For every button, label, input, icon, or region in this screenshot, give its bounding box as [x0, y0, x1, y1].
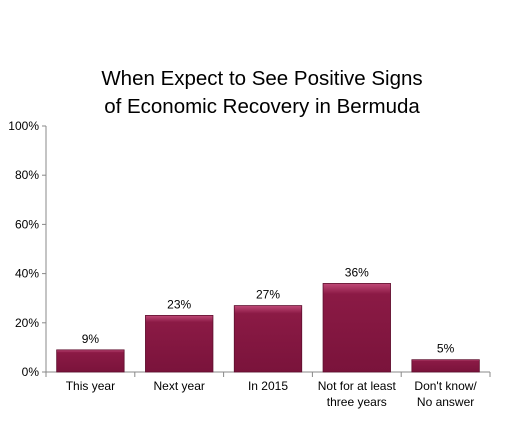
- bar: [233, 305, 303, 373]
- bar: [322, 283, 391, 373]
- data-label: 36%: [345, 265, 369, 279]
- y-axis-ticks: 0% 20% 40% 60% 80% 100%: [8, 119, 46, 379]
- x-category-label: Not for at least: [318, 379, 397, 393]
- y-tick-label: 100%: [8, 119, 39, 133]
- chart-title-line-2: of Economic Recovery in Bermuda: [104, 95, 420, 118]
- data-label: 23%: [167, 297, 191, 311]
- x-category-label: In 2015: [248, 379, 288, 393]
- x-category-label: This year: [66, 379, 115, 393]
- data-label: 27%: [256, 288, 280, 302]
- y-tick-label: 60%: [15, 217, 39, 231]
- y-tick-label: 0%: [22, 365, 40, 379]
- data-label: 5%: [437, 342, 455, 356]
- x-category-label: No answer: [417, 395, 474, 409]
- x-axis-category-labels: This year Next year In 2015 Not for at leas…: [66, 379, 478, 409]
- data-label: 9%: [82, 332, 100, 346]
- chart-title-line-1: When Expect to See Positive Signs: [101, 67, 422, 90]
- x-category-label: three years: [327, 395, 387, 409]
- y-tick-label: 80%: [15, 168, 39, 182]
- bar: [145, 315, 214, 373]
- x-category-label: Don't know/: [414, 379, 477, 393]
- bar: [411, 359, 480, 373]
- x-category-label: Next year: [154, 379, 205, 393]
- y-tick-label: 40%: [15, 267, 39, 281]
- data-labels: 9% 23% 27% 36% 5%: [82, 265, 455, 355]
- bars: [45, 283, 491, 377]
- bar: [56, 349, 125, 373]
- y-tick-label: 20%: [15, 316, 39, 330]
